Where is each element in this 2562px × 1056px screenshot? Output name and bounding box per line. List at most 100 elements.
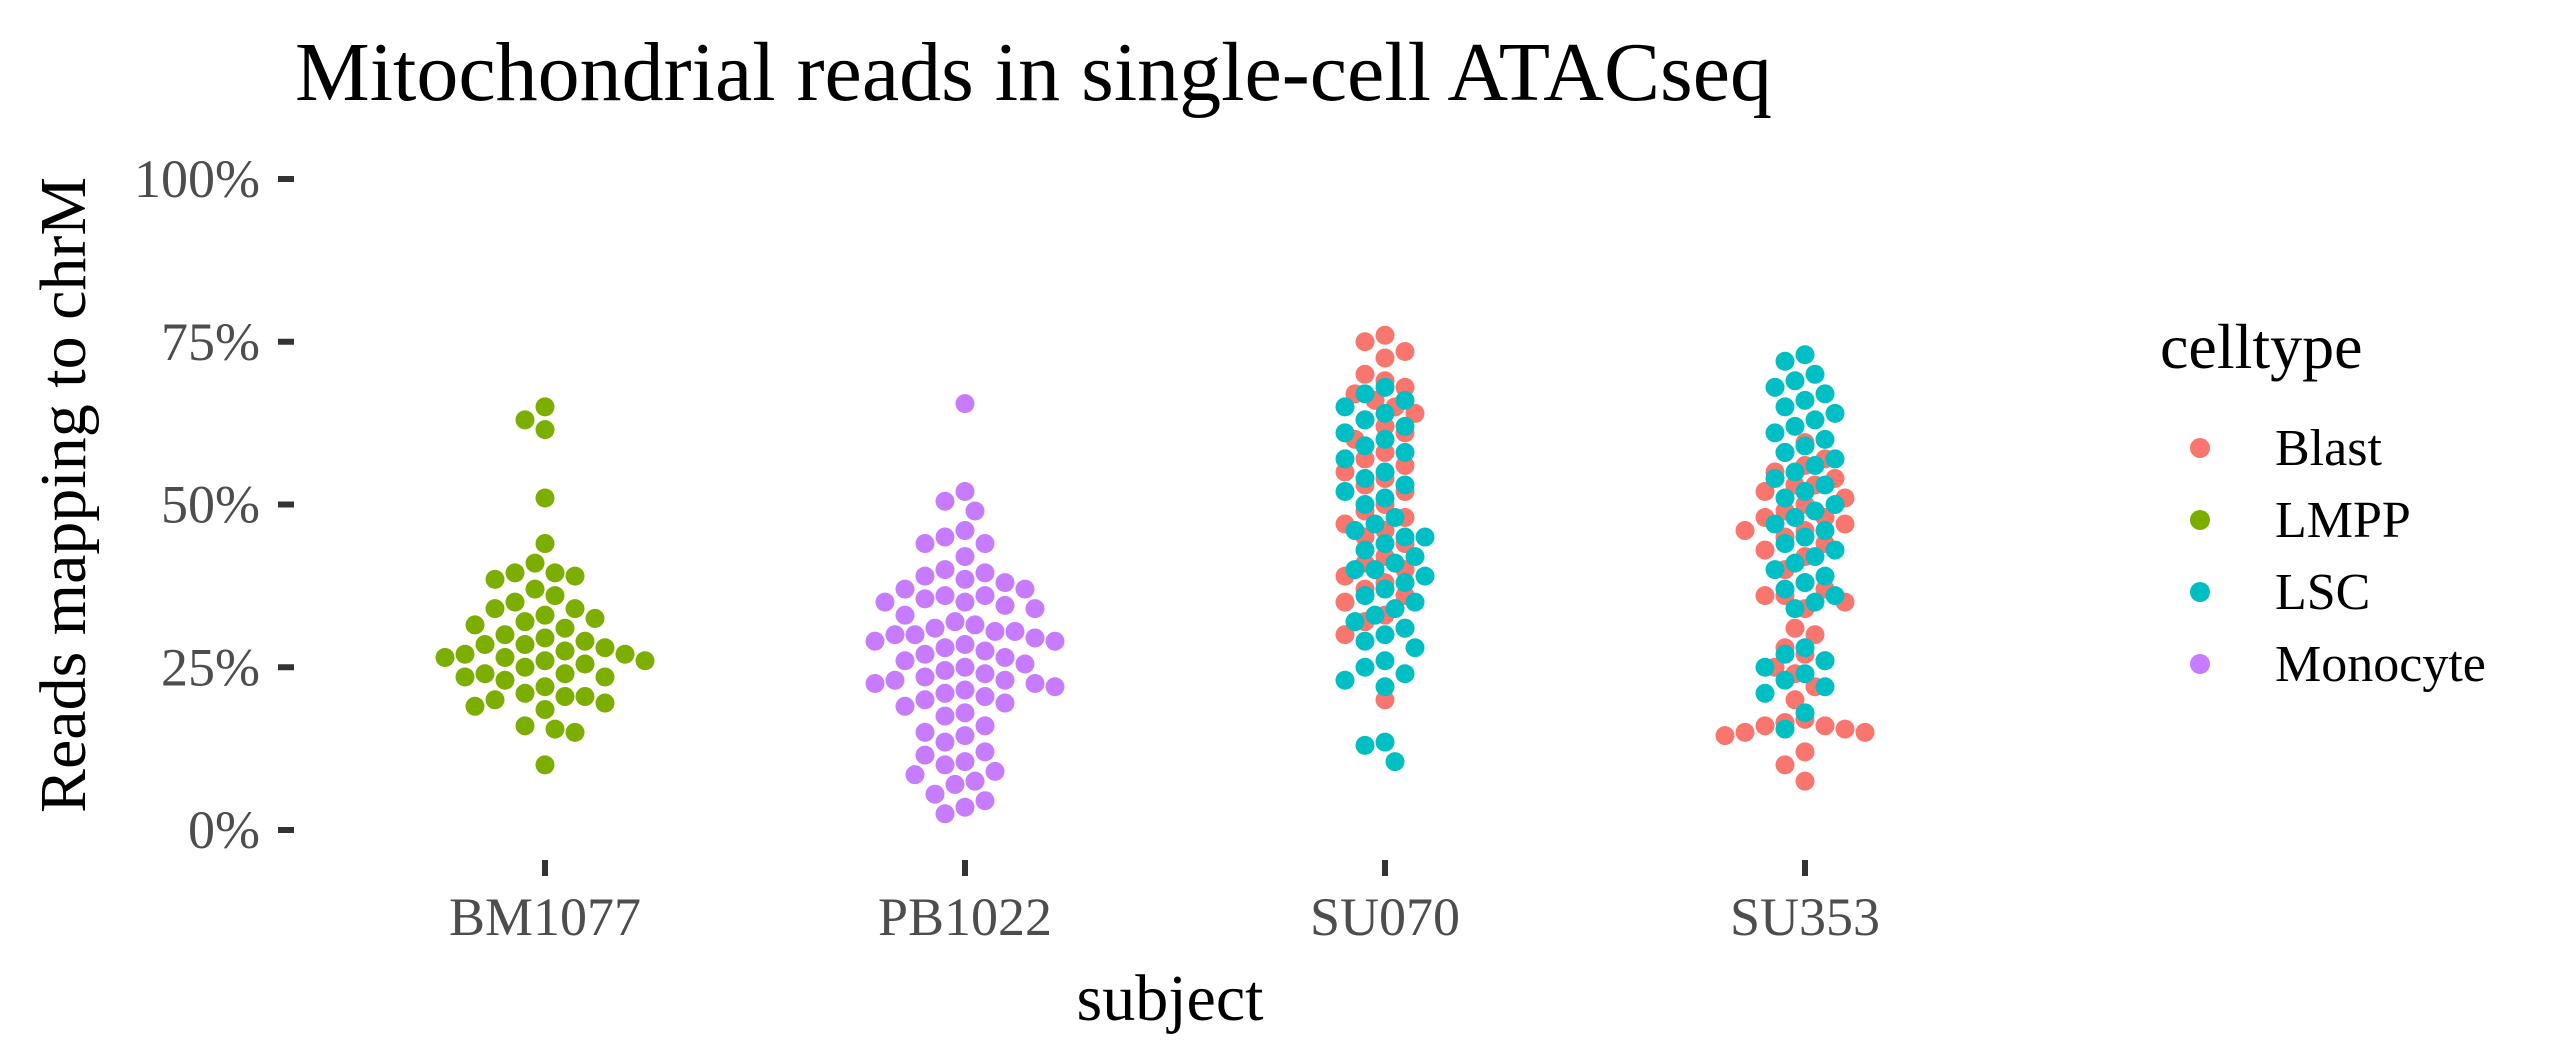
data-point-blast bbox=[1775, 755, 1795, 775]
data-point-lsc bbox=[1375, 732, 1395, 752]
data-point-lsc bbox=[1805, 364, 1825, 384]
data-point-lmpp bbox=[495, 625, 515, 645]
data-point-monocyte bbox=[915, 644, 935, 664]
data-point-lmpp bbox=[595, 667, 615, 687]
data-point-monocyte bbox=[975, 664, 995, 684]
data-point-lsc bbox=[1795, 481, 1815, 501]
data-point-blast bbox=[1835, 514, 1855, 534]
data-point-monocyte bbox=[965, 501, 985, 521]
data-point-lmpp bbox=[465, 615, 485, 635]
data-point-blast bbox=[1395, 455, 1415, 475]
data-point-blast bbox=[1785, 618, 1805, 638]
data-point-lsc bbox=[1375, 579, 1395, 599]
data-point-blast bbox=[1375, 442, 1395, 462]
data-point-monocyte bbox=[955, 703, 975, 723]
data-point-monocyte bbox=[995, 595, 1015, 615]
data-points bbox=[435, 325, 1875, 824]
data-point-blast bbox=[1755, 716, 1775, 736]
data-point-lsc bbox=[1775, 397, 1795, 417]
data-point-monocyte bbox=[975, 742, 995, 762]
data-point-lsc bbox=[1815, 677, 1835, 697]
data-point-lsc bbox=[1805, 501, 1825, 521]
data-point-monocyte bbox=[955, 797, 975, 817]
data-point-blast bbox=[1805, 625, 1825, 645]
data-point-blast bbox=[1395, 342, 1415, 362]
data-point-lmpp bbox=[435, 647, 455, 667]
data-point-monocyte bbox=[995, 573, 1015, 593]
data-point-lmpp bbox=[555, 641, 575, 661]
data-point-blast bbox=[1395, 377, 1415, 397]
data-point-lsc bbox=[1775, 442, 1795, 462]
data-point-lsc bbox=[1805, 455, 1825, 475]
data-point-lsc bbox=[1405, 547, 1425, 567]
data-point-lsc bbox=[1765, 560, 1785, 580]
data-point-lsc bbox=[1795, 703, 1815, 723]
data-point-monocyte bbox=[935, 706, 955, 726]
data-point-monocyte bbox=[1045, 677, 1065, 697]
data-point-lmpp bbox=[515, 634, 535, 654]
data-point-monocyte bbox=[995, 693, 1015, 713]
data-point-monocyte bbox=[885, 625, 905, 645]
data-point-blast bbox=[1735, 722, 1755, 742]
data-point-lsc bbox=[1815, 429, 1835, 449]
data-point-lmpp bbox=[515, 612, 535, 632]
data-point-lmpp bbox=[455, 644, 475, 664]
data-point-blast bbox=[1785, 690, 1805, 710]
data-point-lsc bbox=[1355, 410, 1375, 430]
data-point-lsc bbox=[1795, 527, 1815, 547]
data-point-lmpp bbox=[555, 687, 575, 707]
data-point-monocyte bbox=[985, 761, 1005, 781]
data-point-lmpp bbox=[635, 651, 655, 671]
data-point-lsc bbox=[1755, 657, 1775, 677]
data-point-lmpp bbox=[535, 700, 555, 720]
data-point-monocyte bbox=[1015, 579, 1035, 599]
legend-title: celltype bbox=[2160, 311, 2363, 382]
legend-label-lsc: LSC bbox=[2275, 564, 2370, 621]
data-point-blast bbox=[1335, 592, 1355, 612]
data-point-monocyte bbox=[935, 560, 955, 580]
data-point-monocyte bbox=[935, 638, 955, 658]
data-point-monocyte bbox=[1025, 599, 1045, 619]
chart-title: Mitochondrial reads in single-cell ATACs… bbox=[295, 26, 1772, 119]
data-point-lmpp bbox=[475, 664, 495, 684]
data-point-blast bbox=[1835, 719, 1855, 739]
data-point-lsc bbox=[1785, 462, 1805, 482]
data-point-lsc bbox=[1355, 495, 1375, 514]
data-point-blast bbox=[1755, 481, 1775, 501]
data-point-monocyte bbox=[915, 589, 935, 609]
data-point-lsc bbox=[1395, 442, 1415, 462]
data-point-lmpp bbox=[475, 634, 495, 654]
data-point-lmpp bbox=[515, 410, 535, 430]
data-point-lmpp bbox=[535, 488, 555, 508]
data-point-monocyte bbox=[975, 791, 995, 811]
data-point-lmpp bbox=[495, 647, 515, 667]
data-point-monocyte bbox=[995, 647, 1015, 667]
data-point-lsc bbox=[1825, 586, 1845, 606]
data-point-lsc bbox=[1335, 423, 1355, 443]
data-point-lsc bbox=[1375, 429, 1395, 449]
data-point-lmpp bbox=[495, 670, 515, 690]
x-axis-title: subject bbox=[1077, 962, 1264, 1035]
data-point-lmpp bbox=[565, 566, 585, 586]
data-point-monocyte bbox=[1005, 621, 1025, 641]
data-point-lsc bbox=[1815, 651, 1835, 671]
data-point-monocyte bbox=[895, 605, 915, 625]
data-point-monocyte bbox=[935, 755, 955, 775]
data-point-monocyte bbox=[975, 534, 995, 554]
data-point-lmpp bbox=[525, 579, 545, 599]
data-point-monocyte bbox=[995, 670, 1015, 690]
data-point-blast bbox=[1335, 462, 1355, 482]
y-tick-label: 75% bbox=[161, 312, 260, 372]
data-point-lmpp bbox=[615, 644, 635, 664]
y-tick-label: 0% bbox=[188, 800, 260, 860]
data-point-lsc bbox=[1345, 521, 1365, 541]
legend-key-lmpp bbox=[2190, 510, 2210, 530]
data-point-monocyte bbox=[935, 527, 955, 547]
data-point-monocyte bbox=[955, 547, 975, 567]
data-point-lsc bbox=[1395, 618, 1415, 638]
data-point-lsc bbox=[1375, 534, 1395, 554]
data-point-lmpp bbox=[535, 677, 555, 697]
data-point-monocyte bbox=[935, 732, 955, 752]
data-point-lsc bbox=[1355, 384, 1375, 404]
